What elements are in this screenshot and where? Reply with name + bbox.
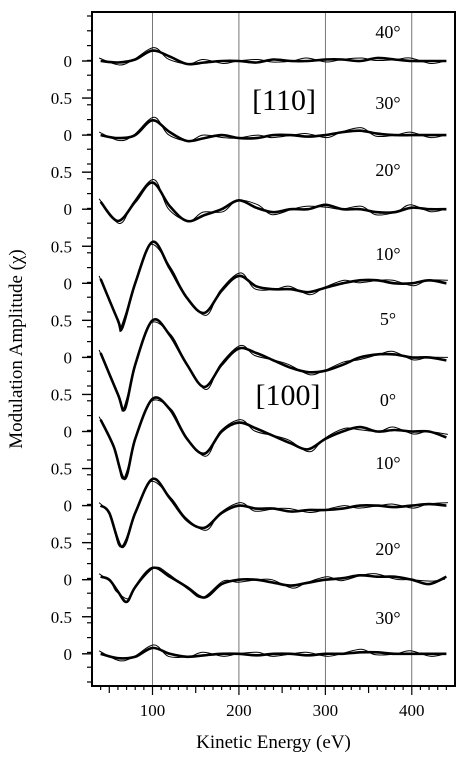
series-overlay-7 xyxy=(98,566,445,600)
angle-label-7: 20° xyxy=(375,539,400,559)
y-tick-label-0.5: 0.5 xyxy=(51,163,72,182)
angle-label-3: 10° xyxy=(375,244,400,264)
series-overlay-2 xyxy=(98,179,446,224)
series-line-0 xyxy=(100,49,447,66)
x-axis-title: Kinetic Energy (eV) xyxy=(196,732,351,753)
angle-label-4: 5° xyxy=(380,309,396,329)
series-line-8 xyxy=(100,646,447,660)
y-tick-label-0: 0 xyxy=(64,571,73,590)
y-axis-title: Modulation Amplitude (χ) xyxy=(6,249,27,448)
y-tick-label-0: 0 xyxy=(64,423,73,442)
ticks-layer: 100 200 300 400 0 0.5 0 0.5 0 0.5 0 0.5 0 0.5 0 0.5 0 0.5… xyxy=(51,15,447,720)
series-overlay-0 xyxy=(98,47,446,66)
direction-label-110: [110] xyxy=(252,84,316,117)
series-overlay-1 xyxy=(98,116,446,142)
angle-label-5: 0° xyxy=(380,390,396,410)
labels-layer: 40° 30° 20° 10° 5° 0° 10° 20° 30° [110] [100] xyxy=(252,22,401,628)
series-overlay-4 xyxy=(98,321,448,412)
angle-label-0: 40° xyxy=(375,22,400,42)
series-layer xyxy=(98,47,448,662)
y-tick-label-0: 0 xyxy=(64,497,73,516)
series-overlay-6 xyxy=(98,480,448,548)
series-overlay-8 xyxy=(98,644,446,662)
y-tick-label-0: 0 xyxy=(64,200,73,219)
y-tick-label-0.5: 0.5 xyxy=(51,460,72,479)
series-overlay-3 xyxy=(98,243,448,333)
y-tick-label-0: 0 xyxy=(64,52,73,71)
grid-layer xyxy=(152,12,413,686)
y-tick-label-0.5: 0.5 xyxy=(51,311,72,330)
y-tick-label-0: 0 xyxy=(64,274,73,293)
x-tick-label-300: 300 xyxy=(313,701,339,720)
angle-label-2: 20° xyxy=(375,160,400,180)
y-tick-label-0: 0 xyxy=(64,126,73,145)
series-overlay-5 xyxy=(98,399,448,480)
y-tick-label-0: 0 xyxy=(64,645,73,664)
x-tick-label-100: 100 xyxy=(140,701,166,720)
y-tick-label-0: 0 xyxy=(64,348,73,367)
series-line-1 xyxy=(100,119,447,143)
x-tick-label-200: 200 xyxy=(226,701,252,720)
direction-label-100: [100] xyxy=(256,379,321,412)
angle-label-6: 10° xyxy=(375,453,400,473)
angle-label-8: 30° xyxy=(375,608,400,628)
y-tick-label-0.5: 0.5 xyxy=(51,89,72,108)
y-tick-label-0.5: 0.5 xyxy=(51,385,72,404)
x-tick-label-400: 400 xyxy=(399,701,425,720)
series-line-2 xyxy=(99,181,447,223)
angle-label-1: 30° xyxy=(375,93,400,113)
y-tick-label-0.5: 0.5 xyxy=(51,237,72,256)
y-tick-label-0.5: 0.5 xyxy=(51,608,72,627)
y-tick-label-0.5: 0.5 xyxy=(51,534,72,553)
